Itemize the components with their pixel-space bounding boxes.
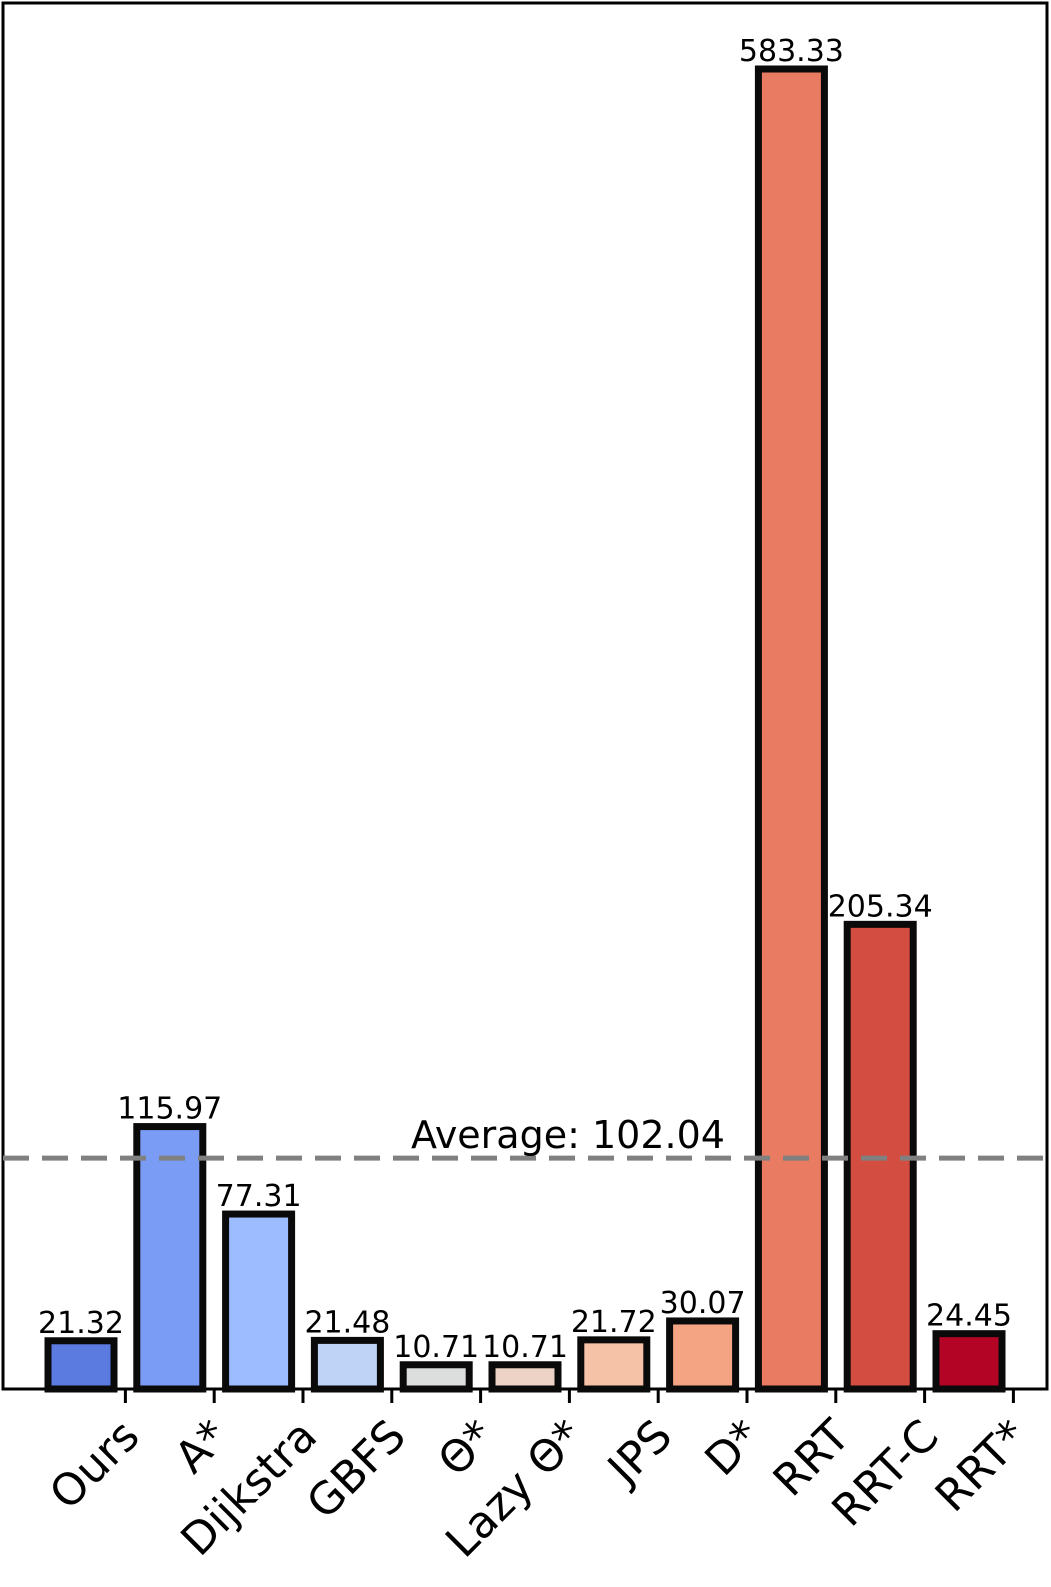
bar-value-label-9: 205.34 [828, 889, 933, 924]
x-tick-label-rrt: RRT* [926, 1410, 1038, 1522]
bar-value-label-2: 77.31 [216, 1179, 302, 1214]
bar-value-label-10: 24.45 [926, 1299, 1012, 1334]
bar-2 [222, 1210, 296, 1393]
x-ticks-group [123, 1389, 1015, 1403]
x-tick-label-ours: Ours [40, 1410, 149, 1519]
bar-value-label-7: 30.07 [660, 1286, 746, 1321]
bar-3 [310, 1336, 384, 1393]
x-tick-label-gbfs: GBFS [297, 1410, 416, 1529]
bar-value-label-1: 115.97 [117, 1092, 222, 1127]
bar-value-label-5: 10.71 [482, 1330, 568, 1365]
bar-0 [44, 1337, 118, 1393]
bar-value-label-0: 21.32 [38, 1306, 124, 1341]
x-tick-label-a: A* [165, 1410, 238, 1483]
bar-6 [577, 1336, 651, 1393]
bar-7 [666, 1317, 740, 1393]
x-tick-label-d: D* [695, 1410, 771, 1486]
average-label: Average: 102.04 [411, 1113, 725, 1157]
bar-1 [133, 1123, 207, 1393]
bar-value-label-3: 21.48 [304, 1305, 390, 1340]
bar-5 [488, 1361, 562, 1393]
bar-4 [399, 1361, 473, 1393]
bar-value-label-6: 21.72 [571, 1305, 657, 1340]
bar-10 [932, 1330, 1006, 1393]
bar-value-label-4: 10.71 [393, 1330, 479, 1365]
x-tick-label-jps: JPS [596, 1410, 682, 1496]
bar-value-label-8: 583.33 [739, 34, 844, 69]
bar-8 [754, 65, 828, 1393]
